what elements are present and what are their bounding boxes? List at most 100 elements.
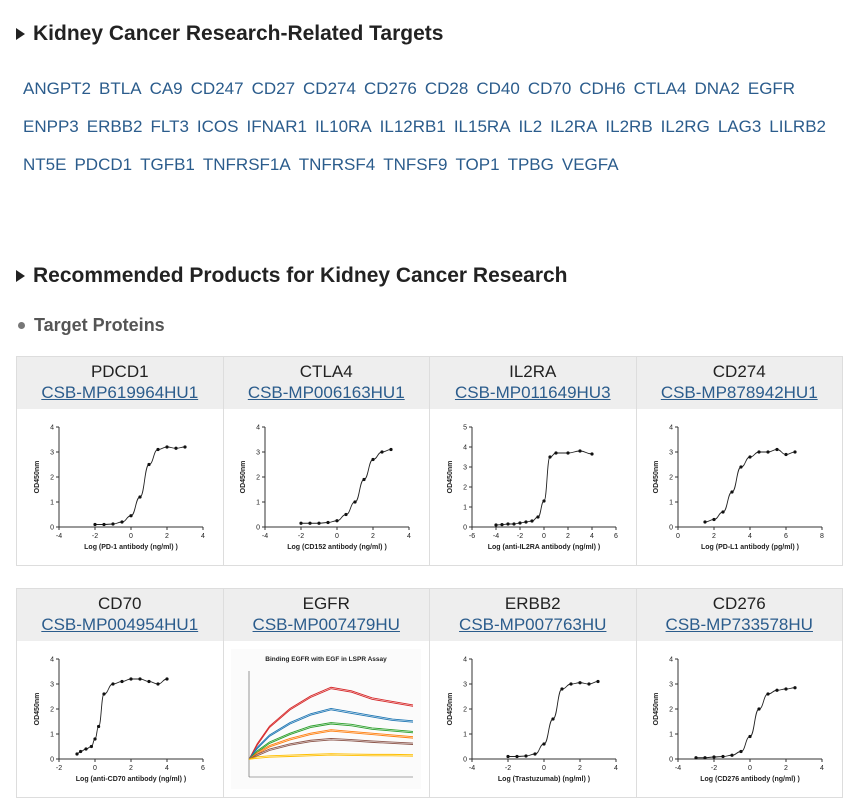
chart-background xyxy=(231,649,422,789)
data-point xyxy=(536,515,540,519)
product-code-link[interactable]: CSB-MP878942HU1 xyxy=(660,383,818,402)
product-card-header: CTLA4 CSB-MP006163HU1 xyxy=(223,357,429,409)
x-tick-label: 4 xyxy=(407,533,411,540)
y-tick-label: 0 xyxy=(50,525,54,532)
subsection-title-text: Target Proteins xyxy=(34,315,165,335)
bullet-icon xyxy=(18,322,25,329)
y-tick-label: 4 xyxy=(463,445,467,452)
target-link[interactable]: TGFB1 xyxy=(140,155,195,174)
product-code-link[interactable]: CSB-MP006163HU1 xyxy=(247,383,405,402)
data-point xyxy=(560,687,564,691)
data-point xyxy=(569,682,573,686)
product-code-link[interactable]: CSB-MP007763HU xyxy=(459,615,607,634)
x-tick-label: 4 xyxy=(165,765,169,772)
product-card: ERBB2 CSB-MP007763HU -4 -2 0 2 4 0 1 2 3 4 Log (Tras… xyxy=(430,589,637,798)
target-link[interactable]: EGFR xyxy=(747,79,796,98)
target-link[interactable]: CD27 xyxy=(251,79,296,98)
target-link[interactable]: NT5E xyxy=(23,155,67,174)
data-point xyxy=(129,514,133,518)
data-point xyxy=(353,500,357,504)
data-point xyxy=(506,522,510,526)
product-card: CTLA4 CSB-MP006163HU1 -4 -2 0 2 4 0 1 2 3 4 Log (CD1… xyxy=(223,357,430,566)
target-link[interactable]: ERBB2 xyxy=(86,117,143,136)
target-link[interactable]: IL2RA xyxy=(550,117,598,136)
x-tick-label: 4 xyxy=(748,533,752,540)
x-tick-label: 4 xyxy=(614,765,618,772)
target-link[interactable]: DNA2 xyxy=(694,79,740,98)
data-point xyxy=(542,742,546,746)
target-link[interactable]: BTLA xyxy=(99,79,142,98)
product-code-link[interactable]: CSB-MP004954HU1 xyxy=(41,615,199,634)
x-axis-label: Log (PD-1 antibody (ng/ml) ) xyxy=(84,544,178,551)
x-tick-label: 4 xyxy=(590,533,594,540)
data-point xyxy=(784,687,788,691)
y-tick-label: 2 xyxy=(463,707,467,714)
product-code-link[interactable]: CSB-MP733578HU xyxy=(665,615,813,634)
product-card-header: CD276 CSB-MP733578HU xyxy=(636,589,842,641)
target-link[interactable]: TPBG xyxy=(507,155,554,174)
target-link[interactable]: CDH6 xyxy=(579,79,626,98)
target-link[interactable]: TNFRSF1A xyxy=(202,155,291,174)
target-link[interactable]: ANGPT2 xyxy=(23,79,92,98)
chart: -4 -2 0 2 4 0 1 2 3 4 Log (CD152 antibody (ng/ml) … xyxy=(240,425,411,552)
target-link[interactable]: LAG3 xyxy=(717,117,762,136)
target-link[interactable]: CD247 xyxy=(190,79,244,98)
target-link[interactable]: IFNAR1 xyxy=(246,117,307,136)
target-link[interactable]: ICOS xyxy=(196,117,239,136)
target-link[interactable]: LILRB2 xyxy=(769,117,826,136)
product-chart-area: Binding EGFR with EGF in LSPR Assay xyxy=(224,641,430,797)
product-target-name: IL2RA xyxy=(509,362,557,381)
target-link[interactable]: TOP1 xyxy=(455,155,500,174)
data-point xyxy=(793,686,797,690)
target-link[interactable]: CD274 xyxy=(303,79,356,98)
series-line xyxy=(249,754,414,760)
x-tick-label: 6 xyxy=(201,765,205,772)
target-link[interactable]: CD70 xyxy=(527,79,572,98)
data-point xyxy=(93,522,97,527)
target-link[interactable]: CA9 xyxy=(149,79,183,98)
target-link[interactable]: IL2 xyxy=(518,117,543,136)
target-link[interactable]: CD40 xyxy=(476,79,520,98)
x-tick-label: 0 xyxy=(676,533,680,540)
y-tick-label: 4 xyxy=(669,657,673,664)
data-point xyxy=(147,679,151,684)
target-link[interactable]: CD276 xyxy=(363,79,417,98)
target-link[interactable]: IL2RG xyxy=(660,117,710,136)
target-link[interactable]: TNFRSF4 xyxy=(298,155,376,174)
y-axis-label: OD450nm xyxy=(447,461,454,494)
product-card: EGFR CSB-MP007479HU Binding EGFR with EGF … xyxy=(223,589,430,798)
y-tick-label: 1 xyxy=(50,500,54,507)
target-link[interactable]: TNFSF9 xyxy=(383,155,448,174)
fit-curve xyxy=(301,449,392,524)
target-link[interactable]: ENPP3 xyxy=(23,117,79,136)
product-code-link[interactable]: CSB-MP619964HU1 xyxy=(41,383,199,402)
product-card: CD276 CSB-MP733578HU -4 -2 0 2 4 0 1 2 3 4 Log (CD27… xyxy=(636,589,843,798)
data-point xyxy=(120,679,124,684)
target-link[interactable]: FLT3 xyxy=(150,117,189,136)
product-chart-area: -4 -2 0 2 4 0 1 2 3 4 Log (Trastuzumab) (ng/ml) ) O… xyxy=(430,641,636,797)
target-link[interactable]: CD28 xyxy=(424,79,469,98)
target-link[interactable]: IL10RA xyxy=(314,117,372,136)
data-point xyxy=(308,521,312,525)
target-link[interactable]: IL15RA xyxy=(453,117,511,136)
y-axis-label: OD450nm xyxy=(653,461,660,494)
data-point xyxy=(524,520,528,524)
chart-title: Binding EGFR with EGF in LSPR Assay xyxy=(266,656,388,663)
y-tick-label: 3 xyxy=(463,465,467,472)
product-code-link[interactable]: CSB-MP011649HU3 xyxy=(454,383,611,402)
y-tick-label: 1 xyxy=(669,732,673,739)
target-link[interactable]: VEGFA xyxy=(561,155,619,174)
target-link[interactable]: PDCD1 xyxy=(74,155,133,174)
target-link[interactable]: IL2RB xyxy=(605,117,653,136)
data-point xyxy=(147,462,151,467)
target-link[interactable]: CTLA4 xyxy=(633,79,687,98)
y-axis-label: OD450nm xyxy=(653,693,660,726)
series-line xyxy=(248,722,414,760)
target-link[interactable]: IL12RB1 xyxy=(379,117,446,136)
data-point xyxy=(111,522,115,526)
y-tick-label: 1 xyxy=(463,732,467,739)
data-point xyxy=(138,677,142,681)
product-code-link[interactable]: CSB-MP007479HU xyxy=(252,615,400,634)
x-tick-label: -2 xyxy=(298,533,304,540)
series-line xyxy=(249,730,414,760)
